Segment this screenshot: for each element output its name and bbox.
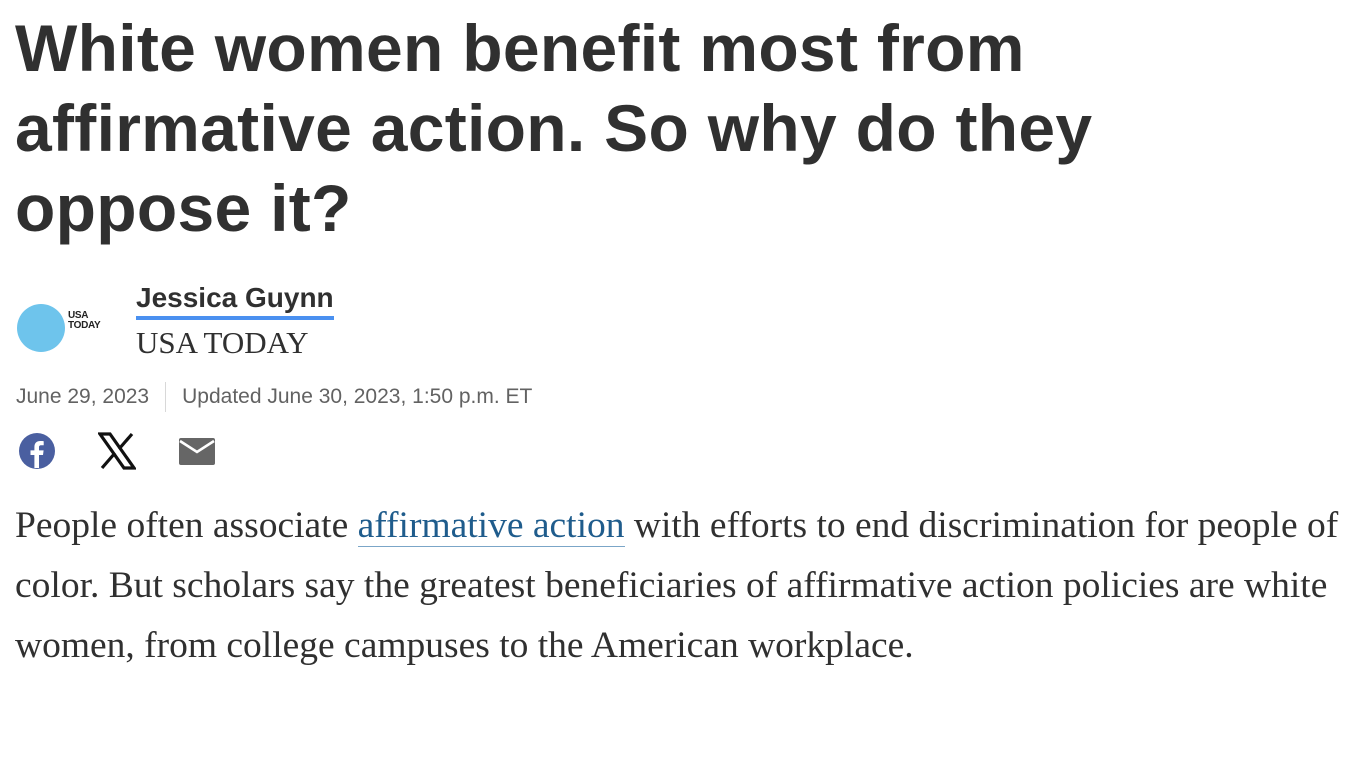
article-lede: People often associate affirmative actio… [15, 496, 1345, 676]
share-bar [18, 432, 216, 470]
email-icon[interactable] [178, 432, 216, 470]
author-organization: USA TODAY [136, 325, 309, 360]
lede-text-continued: with efforts to end discrimination for p… [15, 505, 1339, 666]
updated-date: Updated June 30, 2023, 1:50 p.m. ET [182, 385, 533, 408]
affirmative-action-link[interactable]: affirmative action [357, 505, 625, 547]
headline: White women benefit most from affirmativ… [15, 11, 1093, 245]
published-date: June 29, 2023 [16, 385, 150, 408]
usa-today-logo [17, 304, 65, 352]
date-divider [165, 382, 167, 412]
logo-text: USA TODAY [68, 310, 101, 331]
x-icon[interactable] [96, 432, 138, 470]
author-link[interactable]: Jessica Guynn [136, 280, 334, 320]
facebook-icon[interactable] [18, 432, 56, 470]
article-dates: June 29, 2023 Updated June 30, 2023, 1:5… [16, 382, 532, 412]
lede-text: People often associate [15, 505, 358, 546]
